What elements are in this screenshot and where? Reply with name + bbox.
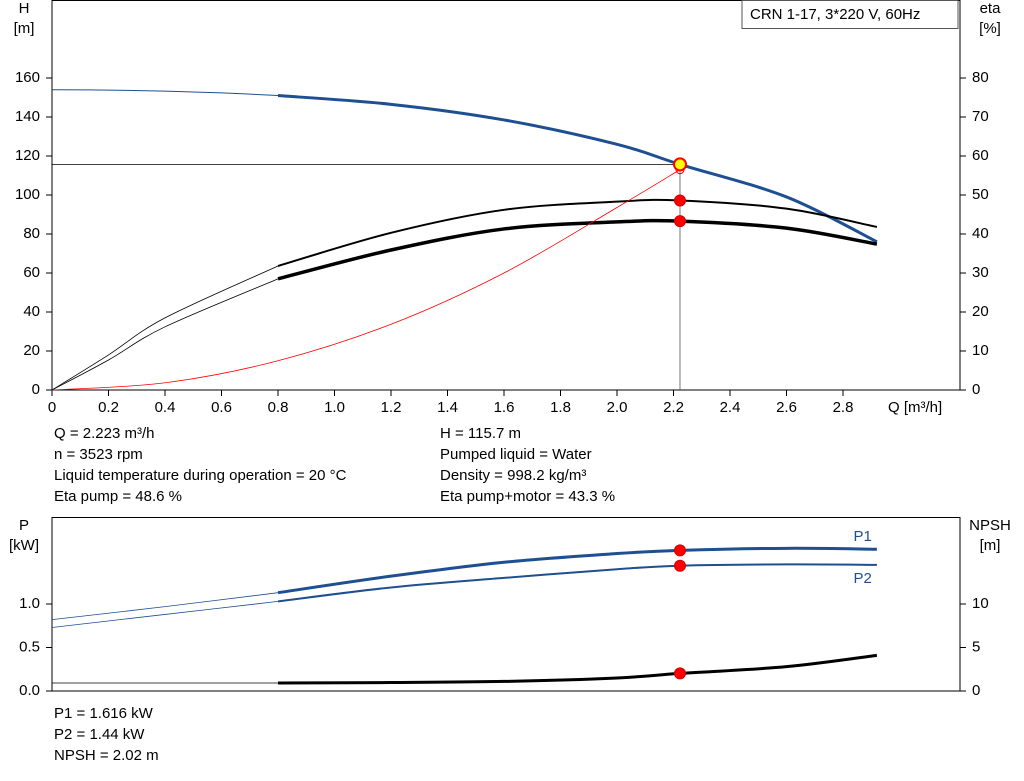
y-axis-title: H — [19, 0, 30, 17]
series-label: P1 — [854, 528, 872, 545]
y-tick-label: 120 — [15, 147, 40, 164]
x-tick-label: 2.2 — [663, 399, 684, 416]
y-axis-unit: [kW] — [9, 537, 39, 554]
y-tick-label: 80 — [23, 225, 40, 242]
operating-point — [673, 667, 686, 680]
y2-tick-label: 10 — [972, 342, 989, 359]
curve — [277, 546, 877, 595]
info-text: Liquid temperature during operation = 20… — [54, 467, 347, 484]
operating-point — [673, 559, 686, 572]
curve — [51, 278, 279, 391]
curve — [51, 600, 279, 628]
y-tick-label: 1.0 — [19, 595, 40, 612]
curve — [277, 198, 878, 267]
y2-tick-label: 0 — [972, 381, 980, 398]
x-axis-title: Q [m³/h] — [888, 399, 942, 416]
info-text: Density = 998.2 kg/m³ — [440, 467, 586, 484]
y-tick-label: 20 — [23, 342, 40, 359]
y2-axis-title: NPSH — [969, 517, 1011, 534]
x-tick-label: 0.8 — [268, 399, 289, 416]
curve — [277, 94, 878, 244]
y-tick-label: 60 — [23, 264, 40, 281]
y-tick-label: 0.0 — [19, 682, 40, 699]
y2-axis-unit: [%] — [979, 20, 1001, 37]
operating-point — [673, 194, 686, 207]
y2-tick-label: 80 — [972, 69, 989, 86]
x-tick-label: 1.6 — [494, 399, 515, 416]
x-tick-label: 1.0 — [324, 399, 345, 416]
operating-point — [673, 215, 686, 228]
x-tick-label: 2.0 — [607, 399, 628, 416]
info-text: Eta pump = 48.6 % — [54, 488, 182, 505]
y-tick-label: 100 — [15, 186, 40, 203]
curve — [277, 218, 878, 281]
y-tick-label: 140 — [15, 108, 40, 125]
label-box — [741, 0, 959, 29]
y-axis-unit: [m] — [14, 20, 35, 37]
curve — [51, 89, 279, 97]
x-tick-label: 2.8 — [833, 399, 854, 416]
y2-tick-label: 30 — [972, 264, 989, 281]
y-tick-label: 160 — [15, 69, 40, 86]
operating-point — [672, 157, 687, 172]
x-tick-label: 0.6 — [211, 399, 232, 416]
y2-tick-label: 60 — [972, 147, 989, 164]
x-tick-label: 1.2 — [381, 399, 402, 416]
series-label: P2 — [854, 570, 872, 587]
x-tick-label: 2.4 — [720, 399, 741, 416]
y2-axis-unit: [m] — [980, 537, 1001, 554]
y-tick-label: 40 — [23, 303, 40, 320]
info-text: P2 = 1.44 kW — [54, 726, 145, 743]
curve — [51, 169, 681, 391]
y2-tick-label: 5 — [972, 638, 980, 655]
y2-tick-label: 70 — [972, 108, 989, 125]
x-tick-label: 1.4 — [437, 399, 458, 416]
info-text: Pumped liquid = Water — [440, 446, 592, 463]
info-text: Q = 2.223 m³/h — [54, 425, 154, 442]
info-text: H = 115.7 m — [440, 425, 521, 442]
info-text: P1 = 1.616 kW — [54, 705, 154, 722]
y2-tick-label: 10 — [972, 595, 989, 612]
info-text: n = 3523 rpm — [54, 446, 143, 463]
y2-tick-label: 50 — [972, 186, 989, 203]
curve — [51, 265, 279, 391]
x-tick-label: 0.4 — [155, 399, 176, 416]
operating-point — [673, 544, 686, 557]
y-tick-label: 0.5 — [19, 638, 40, 655]
y2-axis-title: eta — [980, 0, 1002, 17]
curve — [277, 563, 877, 603]
curve — [277, 653, 878, 685]
x-tick-label: 2.6 — [776, 399, 797, 416]
y2-tick-label: 0 — [972, 682, 980, 699]
y-axis-title: P — [19, 517, 29, 534]
curve — [51, 592, 279, 621]
y-tick-label: 0 — [32, 381, 40, 398]
y2-tick-label: 40 — [972, 225, 989, 242]
info-text: Eta pump+motor = 43.3 % — [440, 488, 615, 505]
x-tick-label: 1.8 — [550, 399, 571, 416]
y2-tick-label: 20 — [972, 303, 989, 320]
x-tick-label: 0 — [48, 399, 56, 416]
x-tick-label: 0.2 — [98, 399, 119, 416]
info-text: NPSH = 2.02 m — [54, 747, 159, 764]
label-box-text: CRN 1-17, 3*220 V, 60Hz — [750, 6, 920, 23]
